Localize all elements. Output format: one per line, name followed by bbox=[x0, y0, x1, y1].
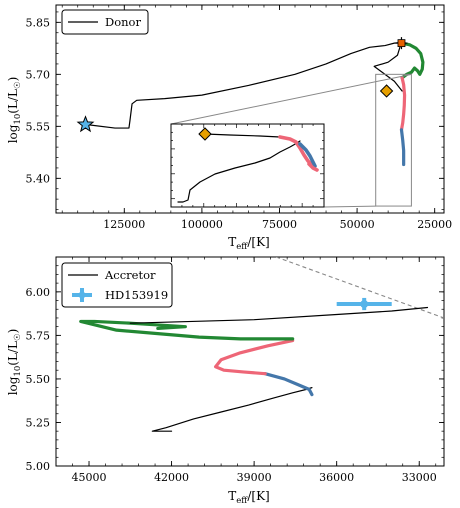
top-x-tick-label: 25000 bbox=[417, 218, 452, 231]
inset-series-2 bbox=[278, 135, 314, 167]
bottom-legend: Accretor HD153919 bbox=[61, 262, 173, 308]
inset-series-3 bbox=[298, 142, 317, 168]
inset-marker-diamond bbox=[198, 127, 212, 141]
bottom-y-tick-label: 5.25 bbox=[26, 416, 51, 429]
top-plot-area bbox=[86, 41, 425, 167]
top-x-tick-label: 50000 bbox=[340, 218, 375, 231]
top-legend-label-donor: Donor bbox=[105, 15, 141, 29]
inset-series-4 bbox=[307, 162, 319, 172]
top-x-tick-label: 125000 bbox=[103, 218, 145, 231]
top-legend-box bbox=[61, 9, 149, 35]
top-frame bbox=[55, 4, 445, 214]
bottom-y-tick-label: 6.00 bbox=[26, 286, 51, 299]
bottom-legend-label-accretor: Accretor bbox=[104, 268, 156, 282]
bottom-reference-line bbox=[275, 257, 444, 319]
inset-series-0 bbox=[177, 140, 301, 203]
top-series-2 bbox=[399, 76, 407, 132]
bottom-series-1 bbox=[263, 372, 314, 397]
top-x-tick-label: 100000 bbox=[181, 218, 223, 231]
bottom-y-tick-label: 5.00 bbox=[26, 460, 51, 473]
bottom-x-tick-label: 33000 bbox=[402, 471, 437, 484]
bottom-legend-marker-hd153919 bbox=[78, 291, 86, 299]
top-legend: Donor bbox=[61, 9, 149, 35]
top-y-tick-label: 5.40 bbox=[26, 172, 51, 185]
bottom-y-tick-label: 5.75 bbox=[26, 329, 51, 342]
bottom-x-tick-label: 42000 bbox=[154, 471, 189, 484]
bottom-y-tick-label: 5.50 bbox=[26, 373, 51, 386]
top-zoom-box bbox=[375, 73, 412, 207]
inset-plot-area bbox=[177, 127, 319, 203]
top-y-tick-label: 5.85 bbox=[26, 16, 51, 29]
top-x-axis-label: Teff/[K] bbox=[228, 235, 269, 252]
hd153919-marker bbox=[360, 300, 369, 309]
bottom-x-tick-label: 36000 bbox=[319, 471, 354, 484]
bottom-panel: 45000 42000 39000 36000 33000 5.00 5.25 5.50 5.7… bbox=[26, 256, 445, 484]
bottom-x-axis-label: Teff/[K] bbox=[228, 489, 269, 506]
bottom-x-tick-label: 45000 bbox=[72, 471, 107, 484]
top-marker-diamond bbox=[379, 84, 394, 98]
inset-series-1 bbox=[204, 133, 281, 138]
bottom-x-tick-label: 39000 bbox=[237, 471, 272, 484]
top-panel-labels: Teff/[K] log10(L/L☉) bbox=[6, 77, 270, 252]
top-y-tick-label: 5.70 bbox=[26, 68, 51, 81]
top-zoom-connector-2 bbox=[323, 205, 376, 208]
top-series-0 bbox=[86, 41, 403, 129]
bottom-series-0 bbox=[151, 387, 313, 432]
top-series-1 bbox=[400, 41, 425, 80]
top-marker-square bbox=[397, 39, 406, 48]
inset-frame bbox=[170, 123, 325, 208]
bottom-legend-label-hd153919: HD153919 bbox=[105, 288, 168, 302]
bottom-plot-area bbox=[79, 257, 444, 432]
top-series-3 bbox=[399, 128, 406, 167]
top-panel: 125000 100000 75000 50000 25000 5.40 5.55 5.70 5… bbox=[26, 4, 452, 231]
top-zoom-connector-1 bbox=[170, 73, 412, 125]
bottom-series-3 bbox=[79, 319, 295, 341]
bottom-panel-labels: Teff/[K] log10(L/L☉) bbox=[6, 329, 270, 506]
top-x-tick-label: 75000 bbox=[262, 218, 297, 231]
top-y-tick-label: 5.55 bbox=[26, 120, 51, 133]
bottom-series-2 bbox=[214, 339, 295, 376]
top-marker-star bbox=[76, 115, 95, 133]
top-y-axis-label: log10(L/L☉) bbox=[6, 77, 23, 144]
bottom-series-4 bbox=[129, 306, 429, 324]
bottom-y-axis-label: log10(L/L☉) bbox=[6, 329, 23, 396]
